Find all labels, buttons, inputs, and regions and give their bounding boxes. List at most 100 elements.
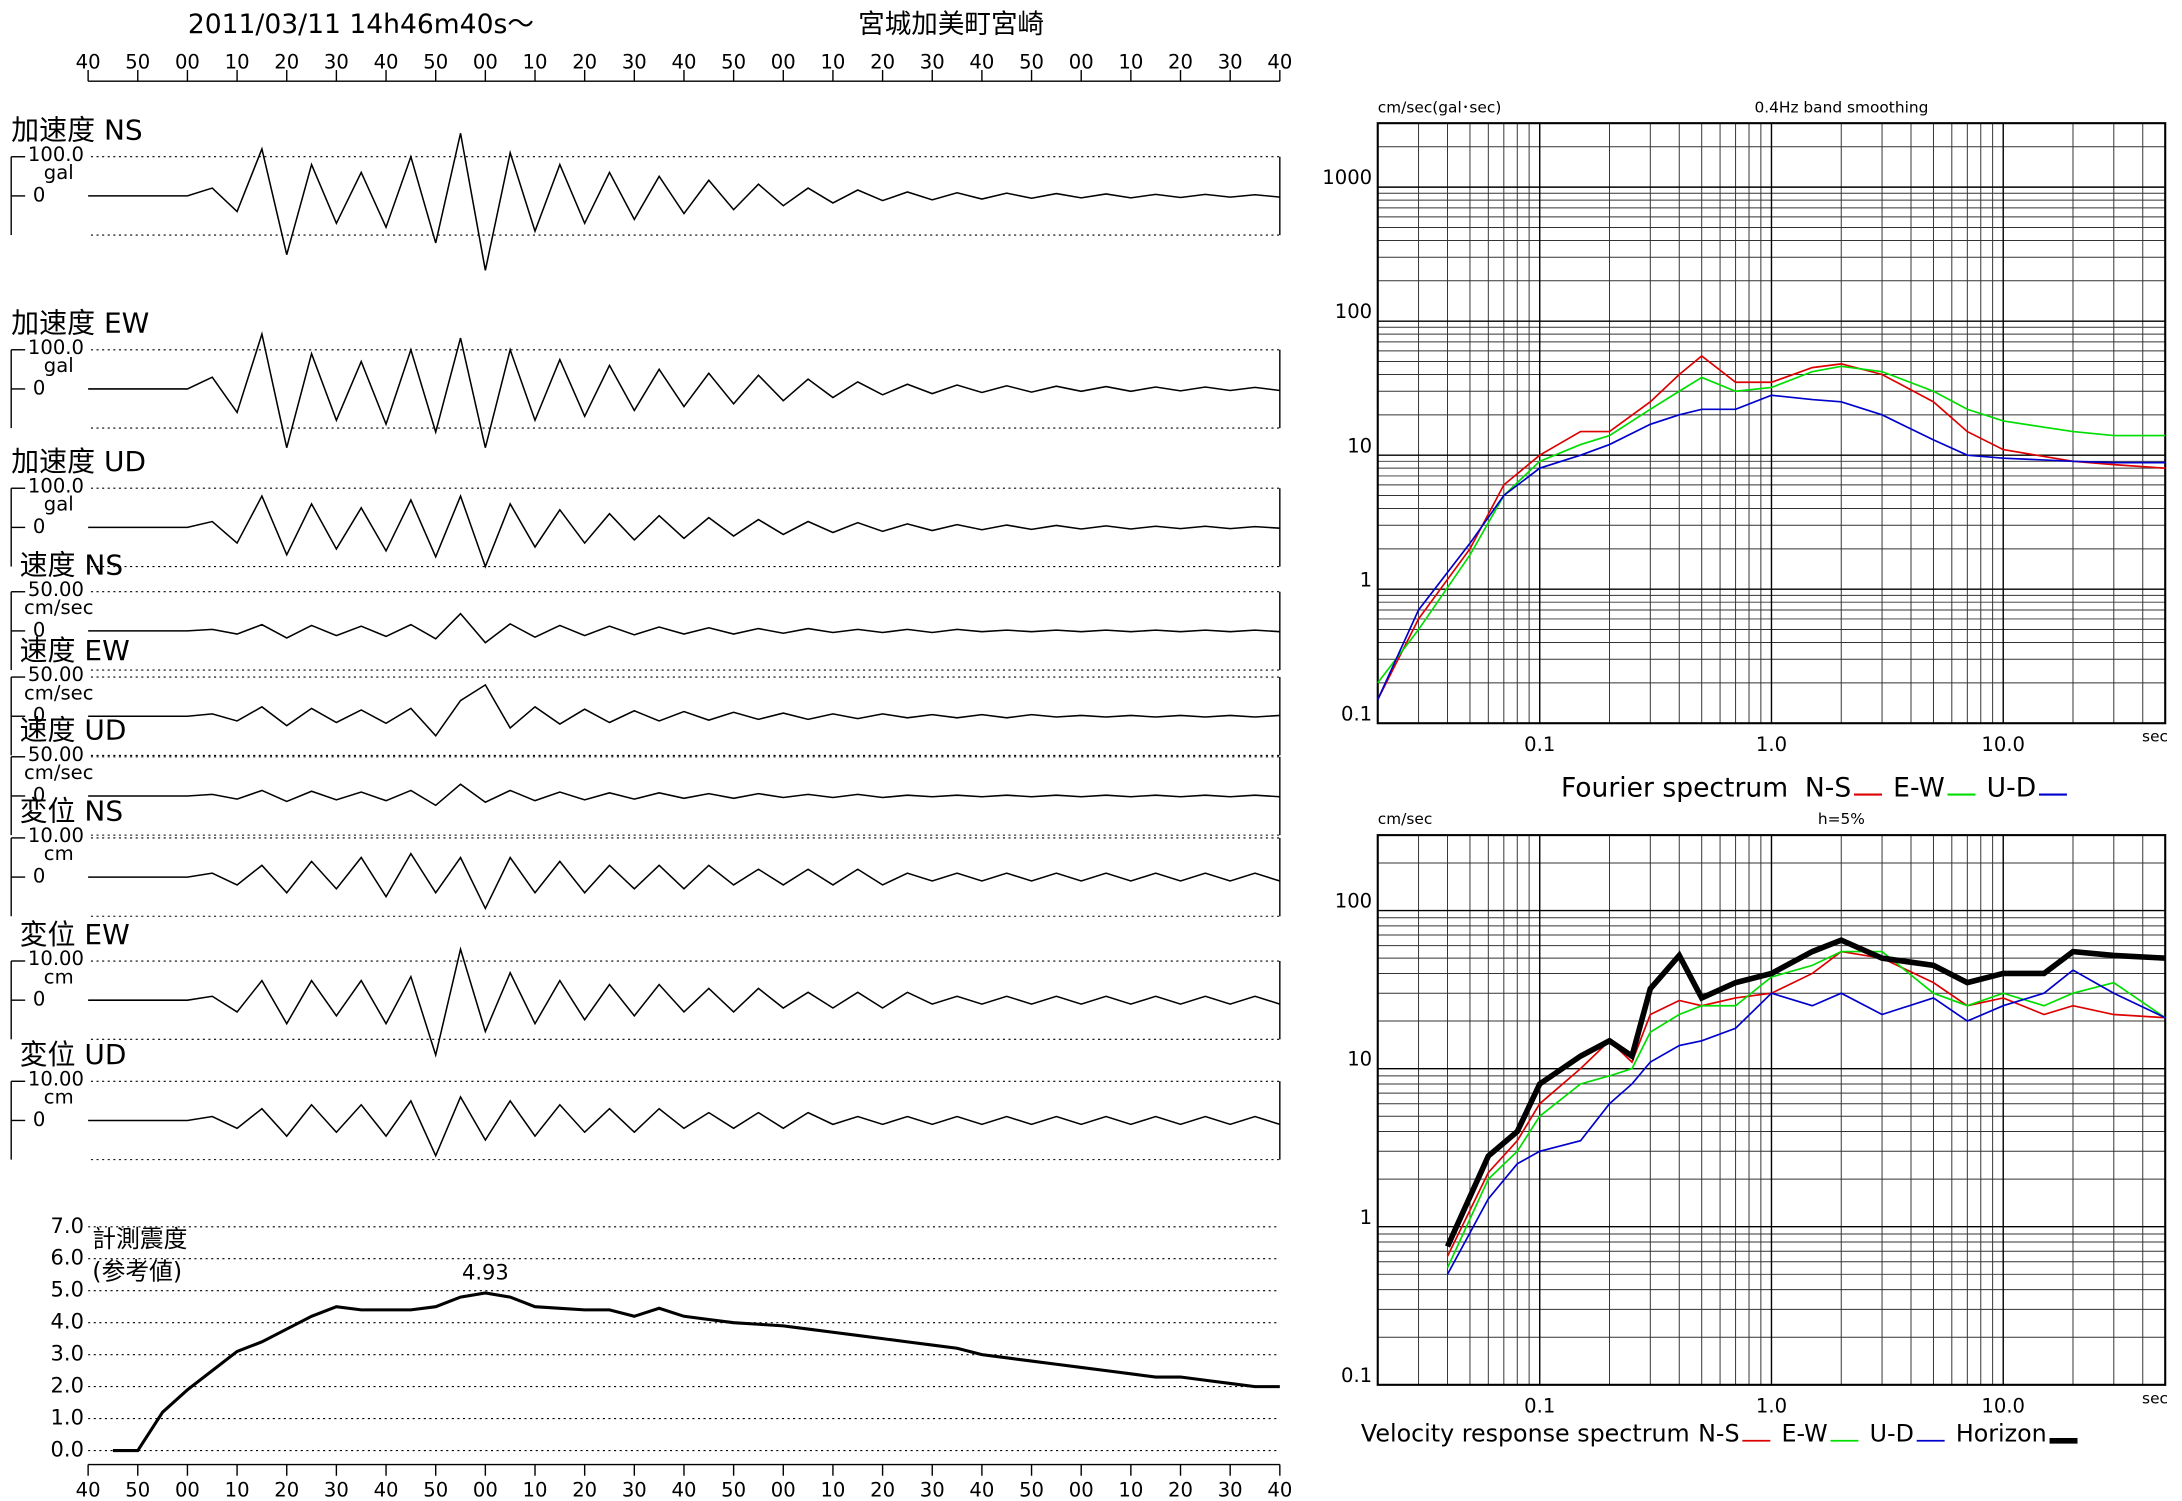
y-tick-label: 10.00	[28, 824, 84, 847]
legend-label: N-S	[1805, 772, 1851, 803]
plot-frame	[1376, 834, 2167, 1386]
record-time: 2011/03/11 14h46m40s〜	[188, 9, 534, 40]
x-tick-label: 1.0	[1756, 1395, 1787, 1418]
x-tick-label: 30	[324, 51, 349, 74]
y-tick-label: 1	[1360, 568, 1372, 591]
y-tick-label: 6.0	[51, 1246, 84, 1270]
y-tick-label: 0	[33, 515, 45, 538]
y-tick-label: 50.00	[28, 743, 84, 766]
x-tick-label: 0.1	[1524, 733, 1555, 756]
trace-name: 速度 NS	[20, 549, 124, 582]
y-tick-label: 1	[1360, 1206, 1372, 1229]
spectrum-line	[1446, 969, 2166, 1275]
trace-unit: cm	[44, 842, 74, 865]
chart-subtitle: (参考値)	[92, 1257, 182, 1285]
trace-name: 加速度 UD	[11, 445, 146, 478]
x-tick-label: 20	[274, 1479, 299, 1501]
y-tick-label: 7.0	[51, 1214, 84, 1238]
y-tick-label: 10	[1347, 1048, 1372, 1071]
spectrum-line	[1446, 950, 2166, 1269]
peak-label: 4.93	[462, 1260, 509, 1284]
y-tick-label: 3.0	[51, 1342, 84, 1366]
x-tick-label: 50	[423, 1479, 448, 1501]
waveform	[88, 1095, 1281, 1158]
x-tick-label: 40	[1267, 51, 1292, 74]
legend-title: Fourier spectrum	[1561, 772, 1788, 803]
x-tick-label: 20	[274, 51, 299, 74]
x-tick-label: 0.1	[1524, 1395, 1555, 1418]
x-tick-label: 00	[771, 1479, 796, 1501]
x-tick-label: 10	[1118, 51, 1143, 74]
chart-title: 計測震度	[92, 1225, 187, 1253]
waveform	[88, 783, 1280, 807]
x-tick-label: 10.0	[1981, 733, 2025, 756]
x-tick-label: 50	[721, 51, 746, 74]
x-tick-label: 10	[820, 1479, 845, 1501]
x-tick-label: 20	[870, 51, 895, 74]
spectrum-line	[1376, 354, 2166, 701]
y-tick-label: 10	[1347, 434, 1372, 457]
x-tick-label: 20	[572, 51, 597, 74]
y-tick-label: 10.00	[28, 947, 84, 970]
legend-label: U-D	[1987, 772, 2036, 803]
y-tick-label: 100	[1335, 300, 1372, 323]
x-tick-label: 10	[523, 1479, 548, 1501]
legend-label: E-W	[1893, 772, 1945, 803]
trace-name: 加速度 NS	[11, 114, 142, 147]
trace-unit: cm	[44, 1086, 74, 1109]
x-tick-label: 10	[225, 1479, 250, 1501]
waveform	[88, 331, 1280, 448]
waveform	[88, 946, 1281, 1058]
spectrum-line	[1446, 950, 2166, 1257]
x-tick-label: 30	[1218, 1479, 1243, 1501]
x-tick-label: 10.0	[1981, 1395, 2025, 1418]
y-axis-label: cm/sec(gal･sec)	[1378, 98, 1502, 116]
station-name: 宮城加美町宮崎	[858, 9, 1044, 40]
y-tick-label: 100.0	[28, 474, 84, 497]
y-tick-label: 10.00	[28, 1067, 84, 1090]
x-tick-label: 40	[969, 51, 994, 74]
y-tick-label: 0	[33, 376, 45, 399]
x-tick-label: 00	[473, 51, 498, 74]
trace-name: 加速度 EW	[11, 307, 149, 340]
trace-unit: gal	[44, 161, 74, 184]
x-tick-label: 30	[920, 1479, 945, 1501]
x-tick-label: 30	[1218, 51, 1243, 74]
y-tick-label: 0.1	[1341, 702, 1372, 725]
waveform	[88, 852, 1281, 911]
x-tick-label: 00	[175, 1479, 200, 1501]
trace-name: 変位 NS	[20, 795, 124, 828]
x-tick-label: 40	[1267, 1479, 1292, 1501]
x-tick-label: 20	[870, 1479, 895, 1501]
y-tick-label: 0.1	[1341, 1364, 1372, 1387]
x-tick-label: 50	[1019, 1479, 1044, 1501]
x-tick-label: 10	[523, 51, 548, 74]
y-tick-label: 0	[33, 865, 45, 888]
x-tick-label: 00	[473, 1479, 498, 1501]
y-tick-label: 100.0	[28, 336, 84, 359]
x-tick-label: 40	[672, 51, 697, 74]
waveform	[88, 493, 1280, 569]
x-tick-label: 40	[76, 1479, 101, 1501]
y-tick-label: 0	[33, 988, 45, 1011]
y-tick-label: 0	[33, 783, 45, 806]
trace-unit: cm/sec	[24, 681, 93, 704]
x-tick-label: 40	[374, 51, 399, 74]
y-tick-label: 100.0	[28, 143, 84, 166]
x-tick-label: 00	[1069, 1479, 1094, 1501]
x-tick-label: 40	[374, 1479, 399, 1501]
trace-unit: gal	[44, 493, 74, 516]
x-tick-label: 20	[572, 1479, 597, 1501]
y-tick-label: 50.00	[28, 663, 84, 686]
spectrum-line	[1376, 394, 2166, 700]
x-tick-label: 20	[1168, 1479, 1193, 1501]
x-tick-label: 20	[1168, 51, 1193, 74]
chart-subtitle: 0.4Hz band smoothing	[1754, 98, 1928, 116]
x-tick-label: 50	[423, 51, 448, 74]
x-tick-label: 50	[1019, 51, 1044, 74]
legend-label: U-D	[1870, 1420, 1914, 1448]
intensity-line	[112, 1291, 1280, 1453]
x-tick-label: 10	[225, 51, 250, 74]
trace-unit: gal	[44, 354, 74, 377]
